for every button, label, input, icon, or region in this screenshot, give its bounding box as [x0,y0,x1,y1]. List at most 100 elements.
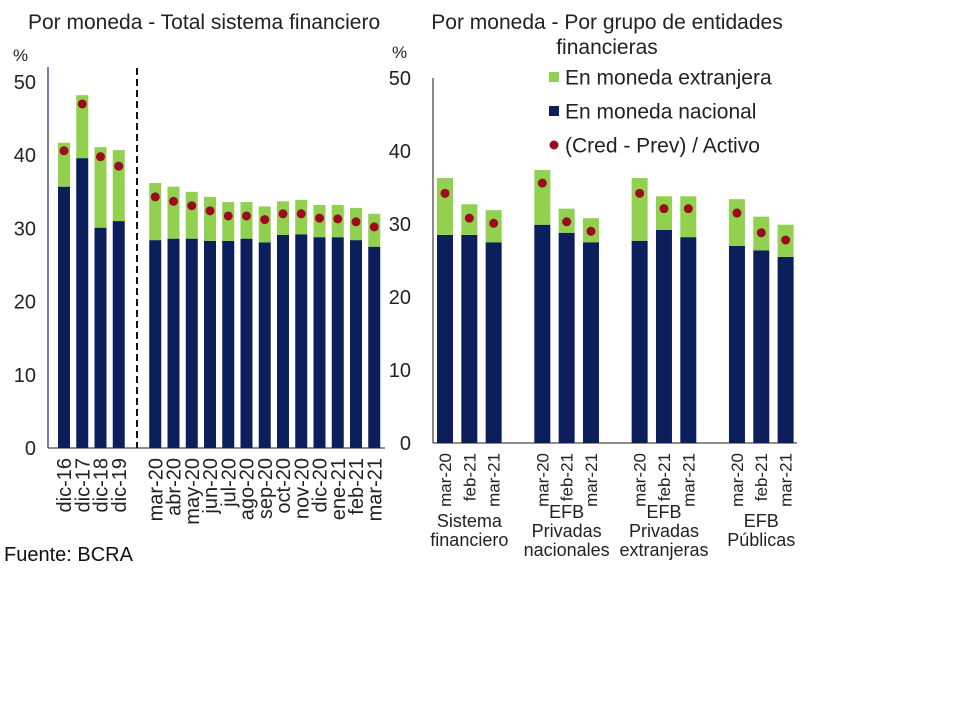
marker-cred-prev-activo [440,188,450,198]
y-tick-label: 0 [400,433,411,455]
legend-label: En moneda extranjera [565,66,772,89]
chart-por-grupo: 0 10 20 30 40 50% mar-20 feb-21 mar-21 mar-20 feb-… [389,43,797,507]
x-tick-label: feb-21 [346,458,368,515]
marker-cred-prev-activo [489,218,499,228]
marker-cred-prev-activo [562,217,572,227]
bar-segment-moneda-extranjera [222,202,235,241]
marker-cred-prev-activo [756,228,766,238]
x-tick-label: dic-19 [109,458,131,512]
group-label: EFB Privadas nacionales [523,501,610,560]
bar-segment-moneda-nacional [76,158,89,449]
y-tick-label: 40 [389,141,411,163]
legend-item-moneda-nacional: En moneda nacional [549,100,756,123]
marker-cred-prev-activo [242,211,251,221]
y-tick-label: 40 [14,145,36,167]
bar-segment-moneda-nacional [240,238,253,448]
marker-cred-prev-activo [369,222,379,232]
marker-cred-prev-activo [278,209,288,219]
bar-segment-moneda-nacional [728,245,745,443]
x-tick-label: mar-20 [631,453,650,507]
marker-cred-prev-activo [351,217,361,227]
marker-cred-prev-activo [537,178,547,188]
chart-title-por-grupo: Por moneda - Por grupo de entidades fina… [431,11,783,59]
bar-segment-moneda-nacional [112,221,125,448]
x-tick-label: mar-20 [145,458,167,521]
y-tick-label: 20 [389,287,411,309]
bar-segment-moneda-nacional [777,256,794,443]
bar-segment-moneda-extranjera [149,183,162,241]
x-tick-label: ago-20 [237,458,259,520]
x-tick-label: ene-21 [328,458,350,520]
group-label: EFB Públicas [727,511,796,550]
source-note: Fuente: BCRA [4,544,133,566]
legend-label: (Cred - Prev) / Activo [565,134,760,157]
y-axis-unit-label: % [392,43,407,62]
x-tick-label: sep-20 [255,458,277,519]
x-tick-label: may-20 [182,458,204,525]
bar-segment-moneda-extranjera [94,147,107,228]
x-tick-label: mar-21 [777,453,796,507]
x-tick-label: jun-20 [200,458,222,515]
marker-cred-prev-activo [77,99,87,109]
marker-cred-prev-activo [333,214,343,224]
bar-segment-moneda-nacional [313,237,326,448]
marker-cred-prev-activo [732,208,742,218]
x-tick-label: oct-20 [273,458,295,514]
bar-segment-moneda-nacional [167,238,180,448]
x-tick-label: mar-21 [485,453,504,507]
x-tick-label: mar-20 [436,453,455,507]
bar-segment-moneda-nacional [368,246,381,448]
bar-segment-moneda-extranjera [728,199,745,246]
bar-segment-moneda-extranjera [204,196,216,241]
marker-cred-prev-activo [96,152,105,162]
chart-title-total-sistema: Por moneda - Total sistema financiero [28,11,381,34]
bar-segment-moneda-extranjera [76,95,89,159]
bar-segment-moneda-nacional [149,240,162,448]
y-tick-label: 30 [389,214,411,236]
x-tick-label: feb-21 [655,453,674,501]
bar-segment-moneda-nacional [680,237,697,443]
bar-segment-moneda-nacional [631,240,648,443]
bar-segment-moneda-nacional [655,229,672,443]
marker-cred-prev-activo [464,213,474,223]
bar-segment-moneda-nacional [558,232,575,443]
y-tick-label: 0 [25,438,36,460]
x-tick-label: dic-20 [310,458,332,512]
legend-label: En moneda nacional [565,100,756,123]
x-tick-label: feb-21 [460,453,479,501]
x-tick-label: mar-21 [582,453,601,507]
x-tick-label: mar-21 [364,458,386,521]
marker-cred-prev-activo [260,215,270,225]
bar-segment-moneda-extranjera [185,191,198,239]
legend-color-swatch [549,106,559,116]
marker-cred-prev-activo [169,196,178,206]
legend: En moneda extranjera En moneda nacional (C… [549,66,772,157]
x-tick-label: feb-21 [752,453,771,501]
x-tick-label: nov-20 [291,458,313,519]
y-tick-label: 20 [14,292,36,314]
x-tick-label: feb-21 [558,453,577,501]
bar-segment-moneda-nacional [753,250,770,443]
bar-segment-moneda-extranjera [631,178,648,241]
bar-segment-moneda-nacional [461,234,478,443]
y-tick-label: 30 [14,218,36,240]
bar-segment-moneda-nacional [94,227,107,448]
x-tick-label: jul-20 [218,458,240,508]
bar-segment-moneda-extranjera [680,196,697,238]
x-tick-label: mar-21 [679,453,698,507]
bar-segment-moneda-extranjera [167,186,180,239]
marker-cred-prev-activo [59,146,69,156]
bar-segment-moneda-nacional [485,242,502,443]
x-tick-label: mar-20 [533,453,552,507]
x-tick-label: mar-20 [728,453,747,507]
y-axis-unit-label: % [13,46,28,65]
marker-cred-prev-activo [659,204,669,214]
group-label: EFB Privadas extranjeras [619,501,709,560]
bar-segment-moneda-extranjera [437,178,453,235]
marker-cred-prev-activo [683,204,693,214]
marker-cred-prev-activo [187,201,197,211]
bar-segment-moneda-nacional [331,237,344,448]
bar-segment-moneda-extranjera [112,150,125,222]
y-tick-label: 50 [14,72,36,94]
